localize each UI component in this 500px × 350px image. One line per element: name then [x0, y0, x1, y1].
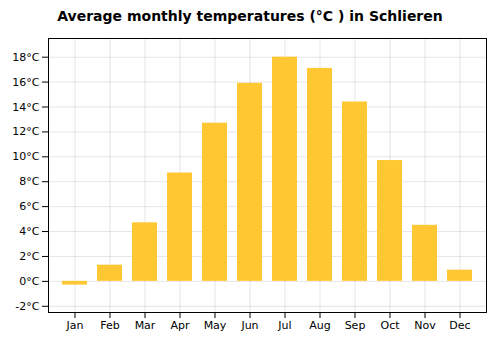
svg-text:May: May — [204, 319, 227, 332]
svg-text:Oct: Oct — [380, 319, 400, 332]
svg-text:-2°C: -2°C — [15, 300, 39, 313]
svg-text:8°C: 8°C — [19, 175, 39, 188]
svg-text:14°C: 14°C — [12, 101, 39, 114]
svg-text:0°C: 0°C — [19, 275, 39, 288]
svg-text:18°C: 18°C — [12, 51, 39, 64]
svg-text:Dec: Dec — [449, 319, 470, 332]
svg-text:4°C: 4°C — [19, 225, 39, 238]
svg-text:Aug: Aug — [309, 319, 330, 332]
svg-text:Jul: Jul — [277, 319, 291, 332]
svg-text:10°C: 10°C — [12, 150, 39, 163]
svg-text:16°C: 16°C — [12, 76, 39, 89]
svg-text:Feb: Feb — [100, 319, 119, 332]
svg-text:Apr: Apr — [170, 319, 190, 332]
svg-text:Jun: Jun — [240, 319, 258, 332]
svg-text:Nov: Nov — [414, 319, 436, 332]
svg-text:12°C: 12°C — [12, 125, 39, 138]
svg-text:2°C: 2°C — [19, 250, 39, 263]
svg-text:Mar: Mar — [135, 319, 156, 332]
html-text:Average monthly temperatures (: Average monthly temperatures (°C ) in Sc… — [57, 8, 443, 24]
svg-text:6°C: 6°C — [19, 200, 39, 213]
svg-text:Sep: Sep — [345, 319, 366, 332]
svg-text:Jan: Jan — [66, 319, 84, 332]
